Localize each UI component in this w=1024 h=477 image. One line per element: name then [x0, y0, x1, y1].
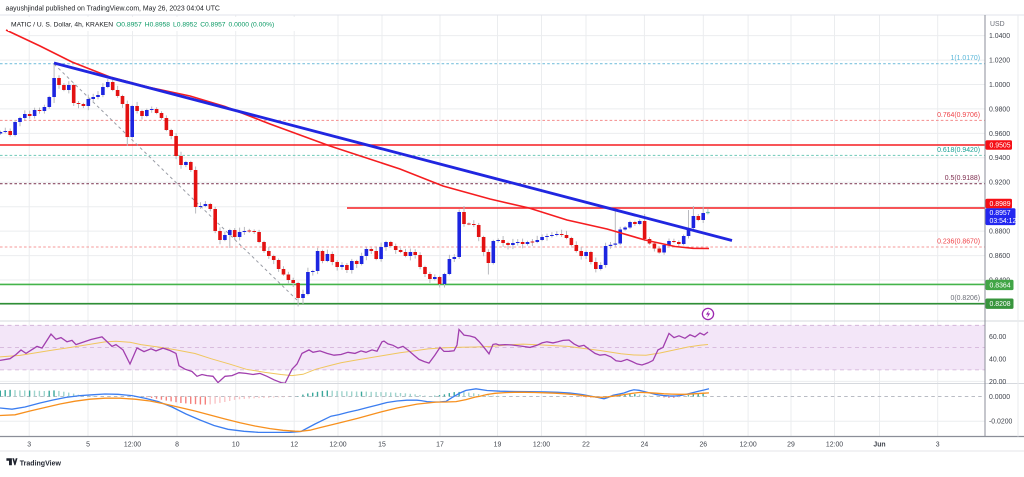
svg-text:12:00: 12:00	[533, 442, 550, 449]
svg-text:0.8957: 0.8957	[990, 210, 1011, 217]
svg-text:0.9400: 0.9400	[989, 155, 1010, 162]
svg-text:USD: USD	[990, 21, 1005, 28]
svg-text:22: 22	[582, 442, 590, 449]
svg-text:3: 3	[27, 442, 31, 449]
svg-text:-0.0200: -0.0200	[989, 419, 1013, 426]
svg-text:8: 8	[175, 442, 179, 449]
svg-text:0.8364: 0.8364	[990, 282, 1011, 289]
svg-text:0.5(0.9188): 0.5(0.9188)	[945, 175, 980, 182]
svg-text:10: 10	[232, 442, 240, 449]
svg-text:19: 19	[494, 442, 502, 449]
svg-text:3: 3	[936, 442, 940, 449]
svg-text:12:00: 12:00	[739, 442, 756, 449]
svg-text:26: 26	[699, 442, 707, 449]
svg-text:0.9800: 0.9800	[989, 106, 1010, 113]
svg-text:12:00: 12:00	[329, 442, 346, 449]
svg-text:0.8989: 0.8989	[990, 201, 1011, 208]
svg-text:5: 5	[86, 442, 90, 449]
svg-text:24: 24	[641, 442, 649, 449]
svg-text:0.764(0.9706): 0.764(0.9706)	[937, 112, 980, 119]
svg-text:0.9505: 0.9505	[990, 143, 1011, 150]
svg-text:0.8800: 0.8800	[989, 229, 1010, 236]
svg-text:60.00: 60.00	[989, 334, 1006, 341]
svg-text:03:54:12: 03:54:12	[990, 218, 1017, 225]
svg-text:aayushjindal published on Trad: aayushjindal published on TradingView.co…	[6, 6, 220, 13]
svg-text:29: 29	[787, 442, 795, 449]
svg-text:0.236(0.8670): 0.236(0.8670)	[937, 239, 980, 246]
svg-text:1.0200: 1.0200	[989, 58, 1010, 65]
svg-text:1.0400: 1.0400	[989, 33, 1010, 40]
svg-text:0.8600: 0.8600	[989, 253, 1010, 260]
svg-text:Jun: Jun	[873, 442, 885, 449]
svg-text:0.9600: 0.9600	[989, 131, 1010, 138]
svg-text:1(1.0170): 1(1.0170)	[951, 55, 981, 62]
svg-text:17: 17	[436, 442, 444, 449]
svg-text:0.0000: 0.0000	[989, 394, 1010, 401]
svg-text:12:00: 12:00	[826, 442, 843, 449]
svg-text:20.00: 20.00	[989, 379, 1006, 386]
svg-text:0.8208: 0.8208	[990, 301, 1011, 308]
svg-text:TradingView: TradingView	[20, 461, 62, 468]
svg-text:0.618(0.9420): 0.618(0.9420)	[937, 147, 980, 154]
svg-text:12:00: 12:00	[124, 442, 141, 449]
svg-text:15: 15	[378, 442, 386, 449]
svg-text:1.0000: 1.0000	[989, 82, 1010, 89]
svg-text:12: 12	[290, 442, 298, 449]
svg-text:0.9200: 0.9200	[989, 180, 1010, 187]
svg-text:40.00: 40.00	[989, 356, 1006, 363]
svg-text:0(0.8206): 0(0.8206)	[951, 295, 981, 302]
